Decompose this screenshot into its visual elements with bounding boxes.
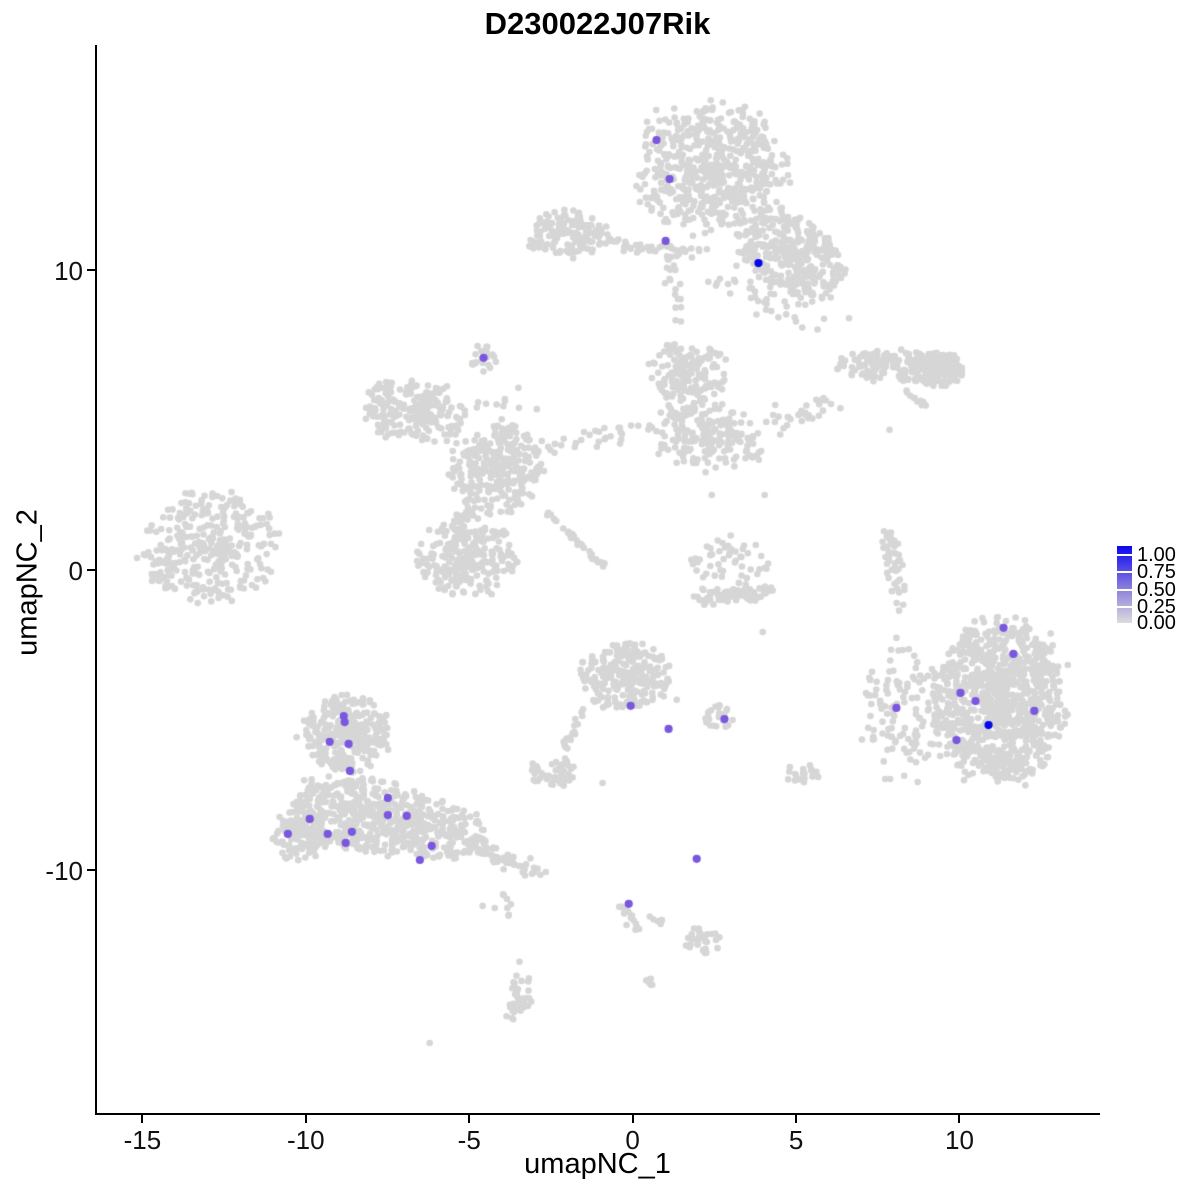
plot-area xyxy=(95,45,1100,1115)
legend-label: 1.00 xyxy=(1137,544,1176,567)
x-tick-label: -5 xyxy=(457,1125,481,1155)
x-axis-title: umapNC_1 xyxy=(524,1148,671,1180)
x-tick-label: 5 xyxy=(788,1125,804,1155)
y-tick-label: 0 xyxy=(68,555,83,586)
legend-label: 0.50 xyxy=(1137,578,1176,601)
legend-gradient-bar xyxy=(1117,546,1132,623)
legend-label: 0.75 xyxy=(1137,561,1176,584)
expression-legend: 1.00 0.75 0.50 0.25 0.00 xyxy=(1117,544,1200,634)
x-tick xyxy=(795,1115,798,1123)
x-tick-label: 0 xyxy=(625,1125,640,1155)
legend-label: 0.25 xyxy=(1137,595,1176,618)
legend-tick xyxy=(1117,605,1132,608)
legend-tick xyxy=(1117,588,1132,591)
y-tick xyxy=(87,868,95,871)
y-tick-label: 10 xyxy=(54,255,83,286)
y-tick-label: -10 xyxy=(45,855,83,886)
x-tick-label: 10 xyxy=(944,1125,974,1155)
x-tick xyxy=(304,1115,307,1123)
x-tick xyxy=(468,1115,471,1123)
legend-tick xyxy=(1117,554,1132,556)
legend-label: 0.00 xyxy=(1137,612,1176,634)
y-tick xyxy=(87,268,95,271)
plot-title: D230022J07Rik xyxy=(484,6,711,41)
x-tick xyxy=(958,1115,961,1123)
y-tick xyxy=(87,568,95,571)
x-tick-label: -15 xyxy=(123,1125,162,1155)
x-tick-label: -10 xyxy=(287,1125,325,1155)
x-tick xyxy=(141,1115,144,1123)
x-tick xyxy=(631,1115,634,1123)
legend-tick xyxy=(1117,571,1132,574)
